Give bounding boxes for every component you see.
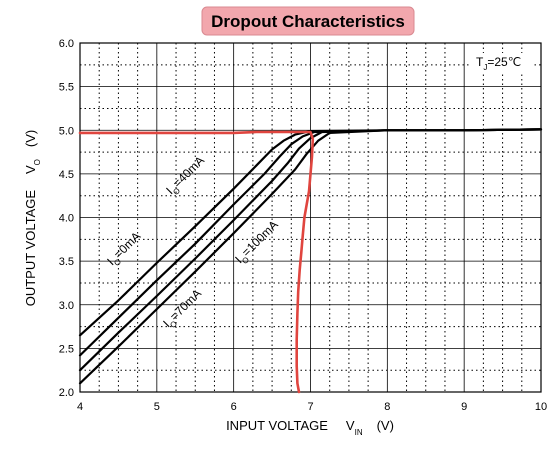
y-tick-label: 5.0 [59, 125, 74, 137]
x-tick-label: 8 [384, 401, 390, 413]
condition-box [469, 53, 533, 73]
condition-symbol: T [476, 55, 484, 69]
series-label-40mA: IO=40mA [163, 153, 209, 199]
y-tick-label: 4.5 [59, 169, 74, 181]
condition-subscript: J [483, 63, 487, 72]
x-tick-label: 10 [535, 401, 547, 413]
x-tick-label: 5 [154, 401, 160, 413]
y-tick-label: 5.5 [59, 82, 74, 94]
y-tick-label: 3.0 [59, 300, 74, 312]
series-line-red [78, 130, 315, 394]
x-axis-label-unit: (V) [377, 418, 394, 433]
y-tick-label: 6.0 [59, 38, 74, 50]
x-axis-label-subscript: IN [355, 428, 363, 437]
grid [79, 42, 542, 393]
x-tick-label: 4 [77, 401, 83, 413]
x-axis-label: INPUT VOLTAGE VIN (V) [226, 418, 394, 437]
y-tick-labels: 2.0 2.5 3.0 3.5 4.0 4.5 5.0 5.5 6.0 [59, 38, 74, 399]
y-axis-label-unit: (V) [23, 130, 38, 147]
series-group [78, 128, 543, 394]
y-axis-label-main: OUTPUT VOLTAGE [23, 190, 38, 307]
y-axis-label-symbol: V [23, 165, 38, 174]
condition-label: TJ=25℃ [476, 55, 521, 72]
y-tick-label: 3.5 [59, 256, 74, 268]
y-axis-label: OUTPUT VOLTAGE VO (V) [23, 130, 42, 307]
chart-title: Dropout Characteristics [211, 12, 405, 31]
series-line-100mA [78, 128, 543, 385]
series-label-0mA: IO=0mA [104, 229, 145, 270]
plot-frame [79, 42, 542, 393]
x-tick-label: 9 [461, 401, 467, 413]
x-tick-labels: 4 5 6 7 8 9 10 [77, 401, 547, 413]
y-axis-label-subscript: O [33, 159, 42, 165]
x-tick-label: 7 [307, 401, 313, 413]
x-tick-label: 6 [231, 401, 237, 413]
series-label-100mA: IO=100mA [232, 218, 283, 269]
y-tick-label: 4.0 [59, 213, 74, 225]
x-axis-label-symbol: V [346, 418, 355, 433]
series-label-70mA: IO=70mA [160, 286, 206, 332]
x-axis-label-main: INPUT VOLTAGE [226, 418, 328, 433]
chart-title-background [201, 6, 415, 36]
y-tick-label: 2.5 [59, 343, 74, 355]
condition-value: =25℃ [487, 55, 521, 69]
y-tick-label: 2.0 [59, 387, 74, 399]
